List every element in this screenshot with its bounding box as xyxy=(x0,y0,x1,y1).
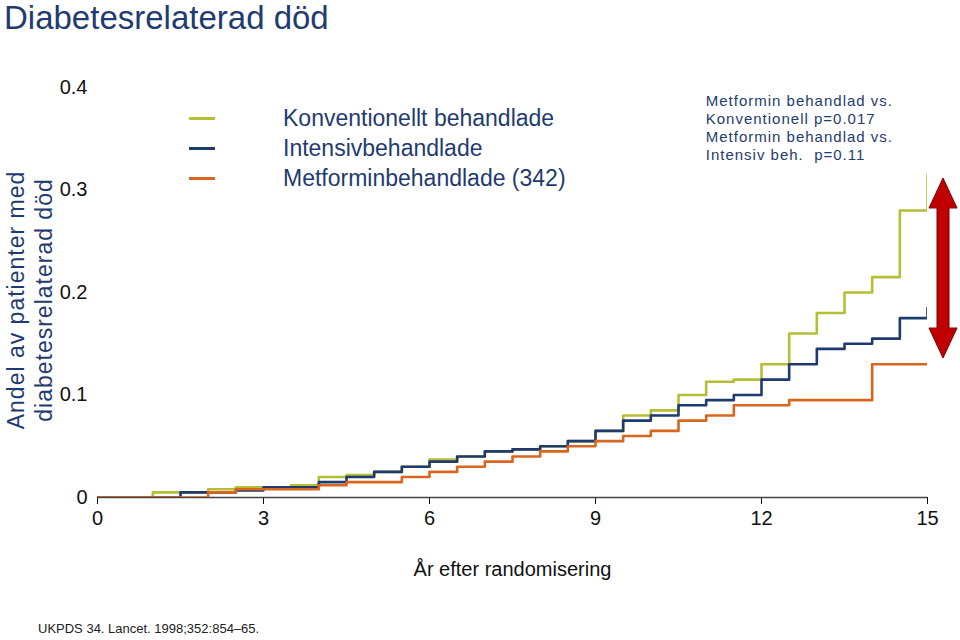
svg-text:0.2: 0.2 xyxy=(60,281,88,303)
svg-text:15: 15 xyxy=(916,507,938,529)
html-text:Andel av patienter med diabete: Andel av patienter med diabetesrelaterad… xyxy=(3,170,57,430)
html-text:Intensivbehandlade: Intensivbehandlade xyxy=(283,135,483,161)
html-text:Diabetesrelaterad död: Diabetesrelaterad död xyxy=(4,0,329,36)
html-text:Konventionellt behandlade: Konventionellt behandlade xyxy=(283,105,555,131)
svg-text:År efter randomisering: År efter randomisering xyxy=(414,558,612,580)
svg-text:0: 0 xyxy=(92,507,103,529)
svg-text:6: 6 xyxy=(424,507,435,529)
svg-text:0.4: 0.4 xyxy=(60,76,88,98)
svg-text:12: 12 xyxy=(750,507,772,529)
html-text:Metforminbehandlade (342): Metforminbehandlade (342) xyxy=(283,165,566,191)
html-text:UKPDS 34. Lancet. 1998;352:854: UKPDS 34. Lancet. 1998;352:854–65. xyxy=(38,621,260,636)
svg-text:9: 9 xyxy=(590,507,601,529)
svg-text:0.1: 0.1 xyxy=(60,383,88,405)
svg-text:0.3: 0.3 xyxy=(60,178,88,200)
html-text:Metformin behandlad vs. Konven: Metformin behandlad vs. Konventionell p=… xyxy=(705,92,893,163)
svg-text:0: 0 xyxy=(76,486,87,508)
svg-text:3: 3 xyxy=(258,507,269,529)
